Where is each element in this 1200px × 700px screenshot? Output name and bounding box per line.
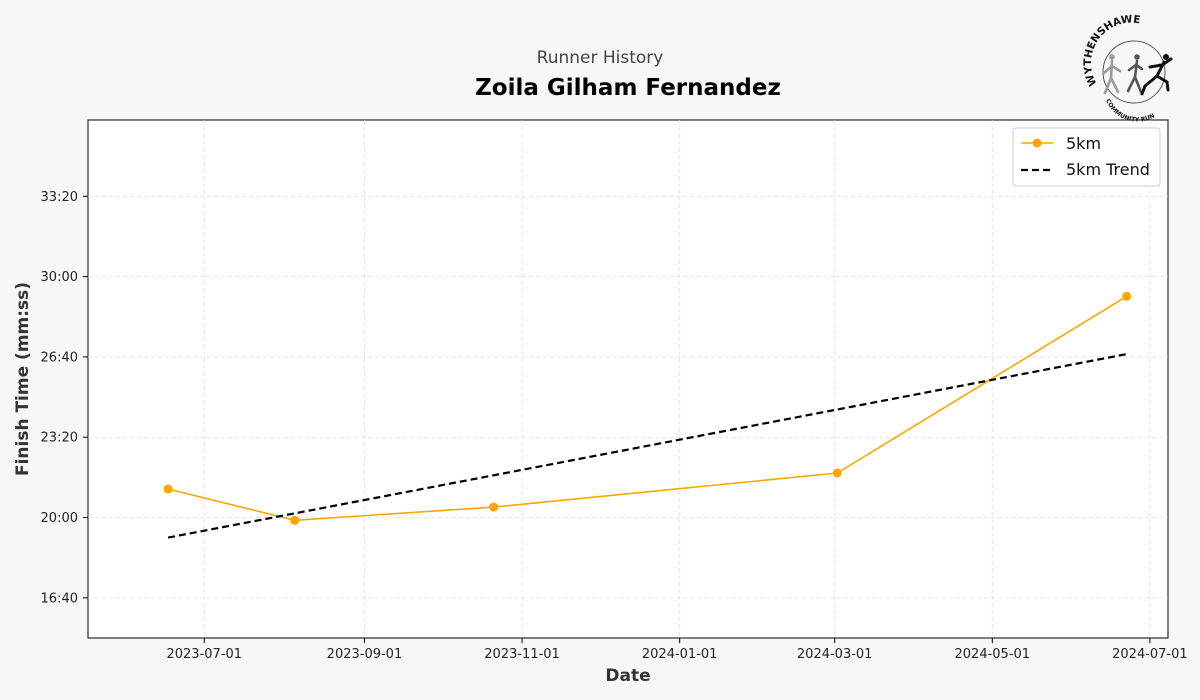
y-axis-label: Finish Time (mm:ss) (13, 282, 33, 476)
x-tick-label: 2024-01-01 (642, 647, 718, 662)
y-tick-label: 16:40 (41, 591, 78, 606)
runner-figure-black (1140, 54, 1173, 96)
x-tick-label: 2023-09-01 (327, 647, 403, 662)
data-point-marker (832, 468, 842, 478)
x-axis-label: Date (605, 666, 650, 686)
chart-suptitle: Runner History (537, 48, 664, 68)
series-line-5km-trend (167, 353, 1127, 539)
x-tick-label: 2024-05-01 (955, 647, 1031, 662)
data-point-marker (163, 484, 173, 494)
logo-ring (1102, 40, 1166, 104)
y-tick-label: 26:40 (41, 350, 78, 365)
runner-figure-grey (1102, 54, 1122, 95)
data-point-marker (1122, 291, 1132, 301)
wythenshawe-logo: WYTHENSHAWE COMMUNITY RUN (1082, 13, 1173, 124)
x-tick-label: 2023-11-01 (484, 647, 560, 662)
chart-title: Zoila Gilham Fernandez (475, 75, 781, 101)
data-point-marker (290, 515, 300, 525)
plot-area (87, 119, 1169, 639)
legend-label-5km: 5km (1066, 134, 1101, 153)
data-point-marker (489, 502, 499, 512)
x-tick-label: 2023-07-01 (166, 647, 242, 662)
y-tick-label: 20:00 (41, 511, 78, 526)
y-tick-label: 23:20 (41, 431, 78, 446)
axis-ticks: 2023-07-01 2023-09-01 2023-11-01 2024-01-01… (41, 190, 1188, 662)
grid-lines (88, 120, 1168, 638)
legend-label-5km-trend: 5km Trend (1066, 160, 1150, 179)
runner-figure-dark-grey (1126, 54, 1144, 94)
legend-marker-5km (1032, 138, 1042, 148)
data-series (163, 291, 1132, 539)
x-tick-label: 2024-03-01 (797, 647, 873, 662)
y-tick-label: 33:20 (41, 190, 78, 205)
x-tick-label: 2024-07-01 (1112, 647, 1188, 662)
legend: 5km 5km Trend (1012, 127, 1161, 187)
y-tick-label: 30:00 (41, 270, 78, 285)
